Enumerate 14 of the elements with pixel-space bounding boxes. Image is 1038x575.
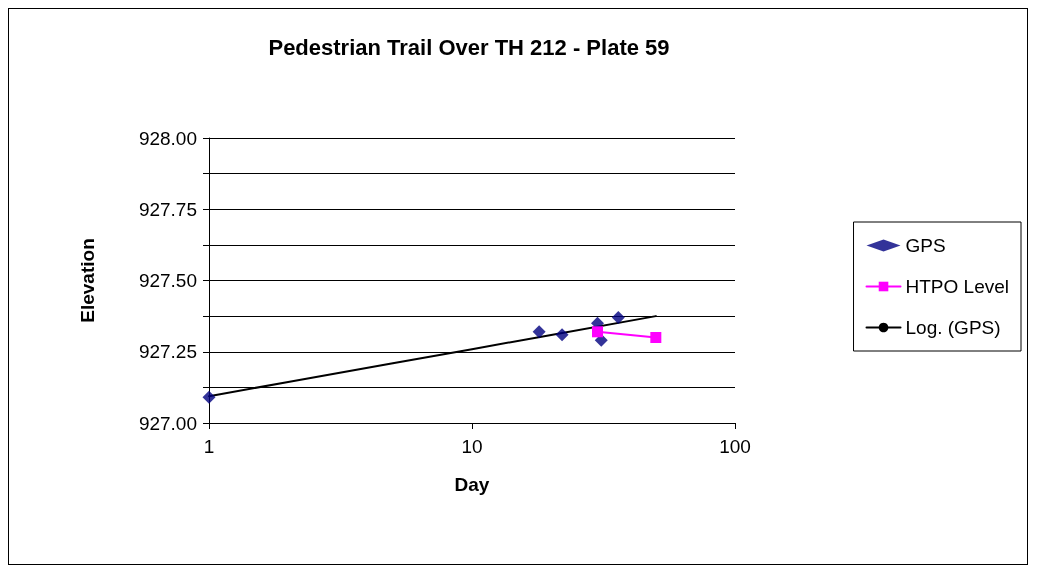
legend-label: GPS xyxy=(905,235,946,256)
y-tick-label: 927.25 xyxy=(138,341,197,363)
legend-label: HTPO Level xyxy=(905,276,1009,297)
x-axis-title: Day xyxy=(454,474,490,495)
x-tick-label: 1 xyxy=(203,436,215,457)
legend-label: Log. (GPS) xyxy=(905,317,1001,338)
y-tick-label: 927.00 xyxy=(138,412,197,434)
y-tick-label: 927.75 xyxy=(138,198,197,220)
chart-title: Pedestrian Trail Over TH 212 - Plate 59 xyxy=(268,34,670,60)
x-tick-label: 10 xyxy=(461,436,483,457)
y-axis-title: Elevation xyxy=(77,238,98,323)
y-tick-label: 928.00 xyxy=(138,127,197,149)
x-tick-label: 100 xyxy=(719,436,751,457)
y-tick-label: 927.50 xyxy=(138,270,197,291)
